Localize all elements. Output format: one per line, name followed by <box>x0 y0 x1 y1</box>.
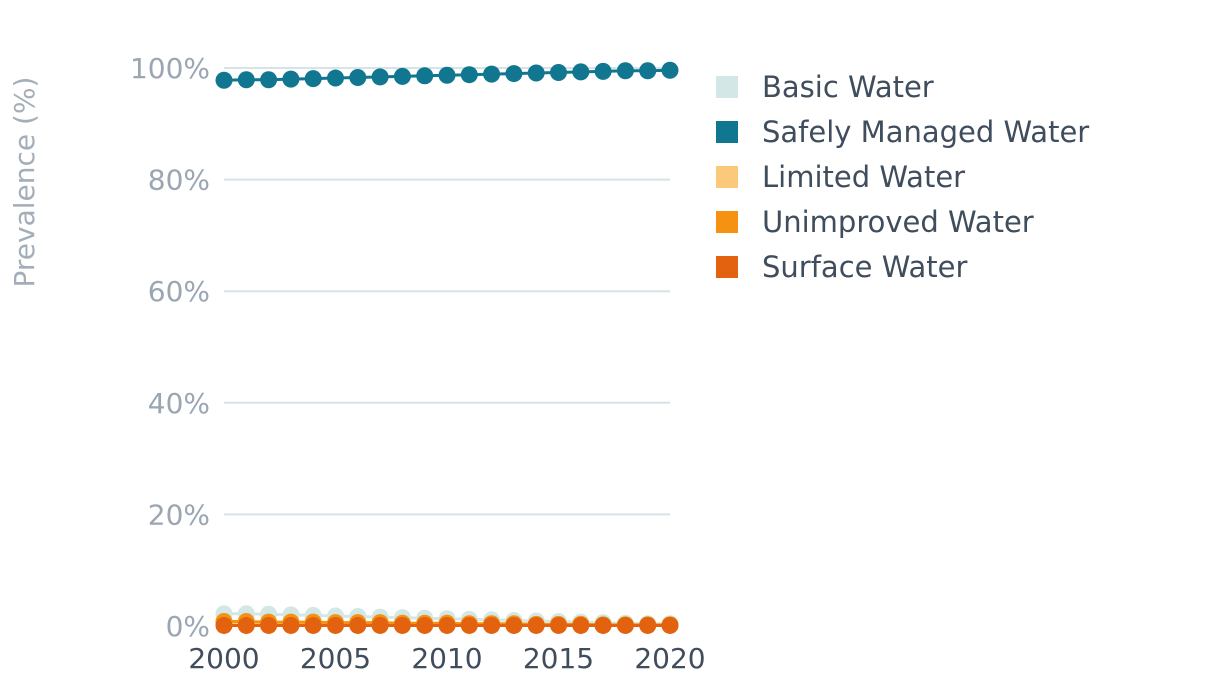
legend-item-surface-water[interactable]: Surface Water <box>716 244 1089 289</box>
legend-swatch <box>716 75 738 98</box>
y-axis-label: Prevalence (%) <box>8 77 41 288</box>
data-point[interactable] <box>483 65 501 83</box>
x-tick-label: 2020 <box>634 642 705 675</box>
x-tick-label: 2000 <box>188 642 259 675</box>
data-point[interactable] <box>304 70 322 88</box>
data-point[interactable] <box>438 66 456 84</box>
legend: Basic Water Safely Managed Water Limited… <box>716 64 1089 289</box>
data-point[interactable] <box>416 616 434 634</box>
data-point[interactable] <box>260 616 278 634</box>
data-point[interactable] <box>393 616 411 634</box>
y-tick-label: 0% <box>166 610 210 643</box>
data-point[interactable] <box>661 61 679 79</box>
data-point[interactable] <box>460 66 478 84</box>
data-point[interactable] <box>527 64 545 82</box>
data-point[interactable] <box>438 616 456 634</box>
data-point[interactable] <box>371 616 389 634</box>
legend-label: Basic Water <box>762 69 934 104</box>
gridlines <box>224 67 670 627</box>
legend-swatch <box>716 255 738 278</box>
data-point[interactable] <box>505 65 523 83</box>
data-point[interactable] <box>483 616 501 634</box>
series-safely-managed-water <box>215 61 679 89</box>
legend-item-basic-water[interactable]: Basic Water <box>716 64 1089 109</box>
legend-label: Safely Managed Water <box>762 114 1090 149</box>
legend-label: Unimproved Water <box>762 204 1034 239</box>
data-point[interactable] <box>282 70 300 88</box>
legend-swatch <box>716 165 738 188</box>
x-tick-label: 2015 <box>523 642 594 675</box>
data-point[interactable] <box>282 616 300 634</box>
data-point[interactable] <box>594 616 612 634</box>
y-tick-label: 20% <box>148 498 210 531</box>
legend-item-limited-water[interactable]: Limited Water <box>716 154 1089 199</box>
data-point[interactable] <box>260 71 278 89</box>
data-point[interactable] <box>393 67 411 85</box>
data-point[interactable] <box>237 616 255 634</box>
legend-label: Limited Water <box>762 159 966 194</box>
data-point[interactable] <box>215 616 233 634</box>
x-axis-ticks: 2000 2005 2010 2015 2020 <box>188 642 705 675</box>
legend-swatch <box>716 210 738 233</box>
legend-swatch <box>716 120 738 143</box>
legend-label: Surface Water <box>762 249 968 284</box>
x-tick-label: 2005 <box>300 642 371 675</box>
data-point[interactable] <box>327 69 344 87</box>
legend-item-unimproved-water[interactable]: Unimproved Water <box>716 199 1089 244</box>
data-point[interactable] <box>527 616 545 634</box>
data-point[interactable] <box>215 71 233 89</box>
x-tick-label: 2010 <box>411 642 482 675</box>
y-tick-label: 60% <box>148 275 210 308</box>
data-point[interactable] <box>327 616 344 634</box>
data-point[interactable] <box>616 62 634 80</box>
data-point[interactable] <box>639 62 657 80</box>
data-point[interactable] <box>460 616 478 634</box>
data-point[interactable] <box>572 63 590 81</box>
series-group <box>215 61 679 634</box>
data-point[interactable] <box>572 616 590 634</box>
data-point[interactable] <box>237 71 255 89</box>
y-tick-label: 100% <box>130 52 210 85</box>
data-point[interactable] <box>505 616 523 634</box>
data-point[interactable] <box>661 616 679 634</box>
data-point[interactable] <box>616 616 634 634</box>
legend-item-safely-managed-water[interactable]: Safely Managed Water <box>716 109 1089 154</box>
y-tick-label: 80% <box>148 164 210 197</box>
data-point[interactable] <box>349 68 367 86</box>
data-point[interactable] <box>639 616 657 634</box>
series-surface-water <box>215 616 679 634</box>
data-point[interactable] <box>594 62 612 80</box>
data-point[interactable] <box>550 63 567 81</box>
data-point[interactable] <box>304 616 322 634</box>
y-axis-ticks: 0% 20% 40% 60% 80% 100% <box>130 52 210 643</box>
y-tick-label: 40% <box>148 387 210 420</box>
data-point[interactable] <box>371 68 389 86</box>
data-point[interactable] <box>349 616 367 634</box>
data-point[interactable] <box>416 67 434 85</box>
data-point[interactable] <box>550 616 567 634</box>
